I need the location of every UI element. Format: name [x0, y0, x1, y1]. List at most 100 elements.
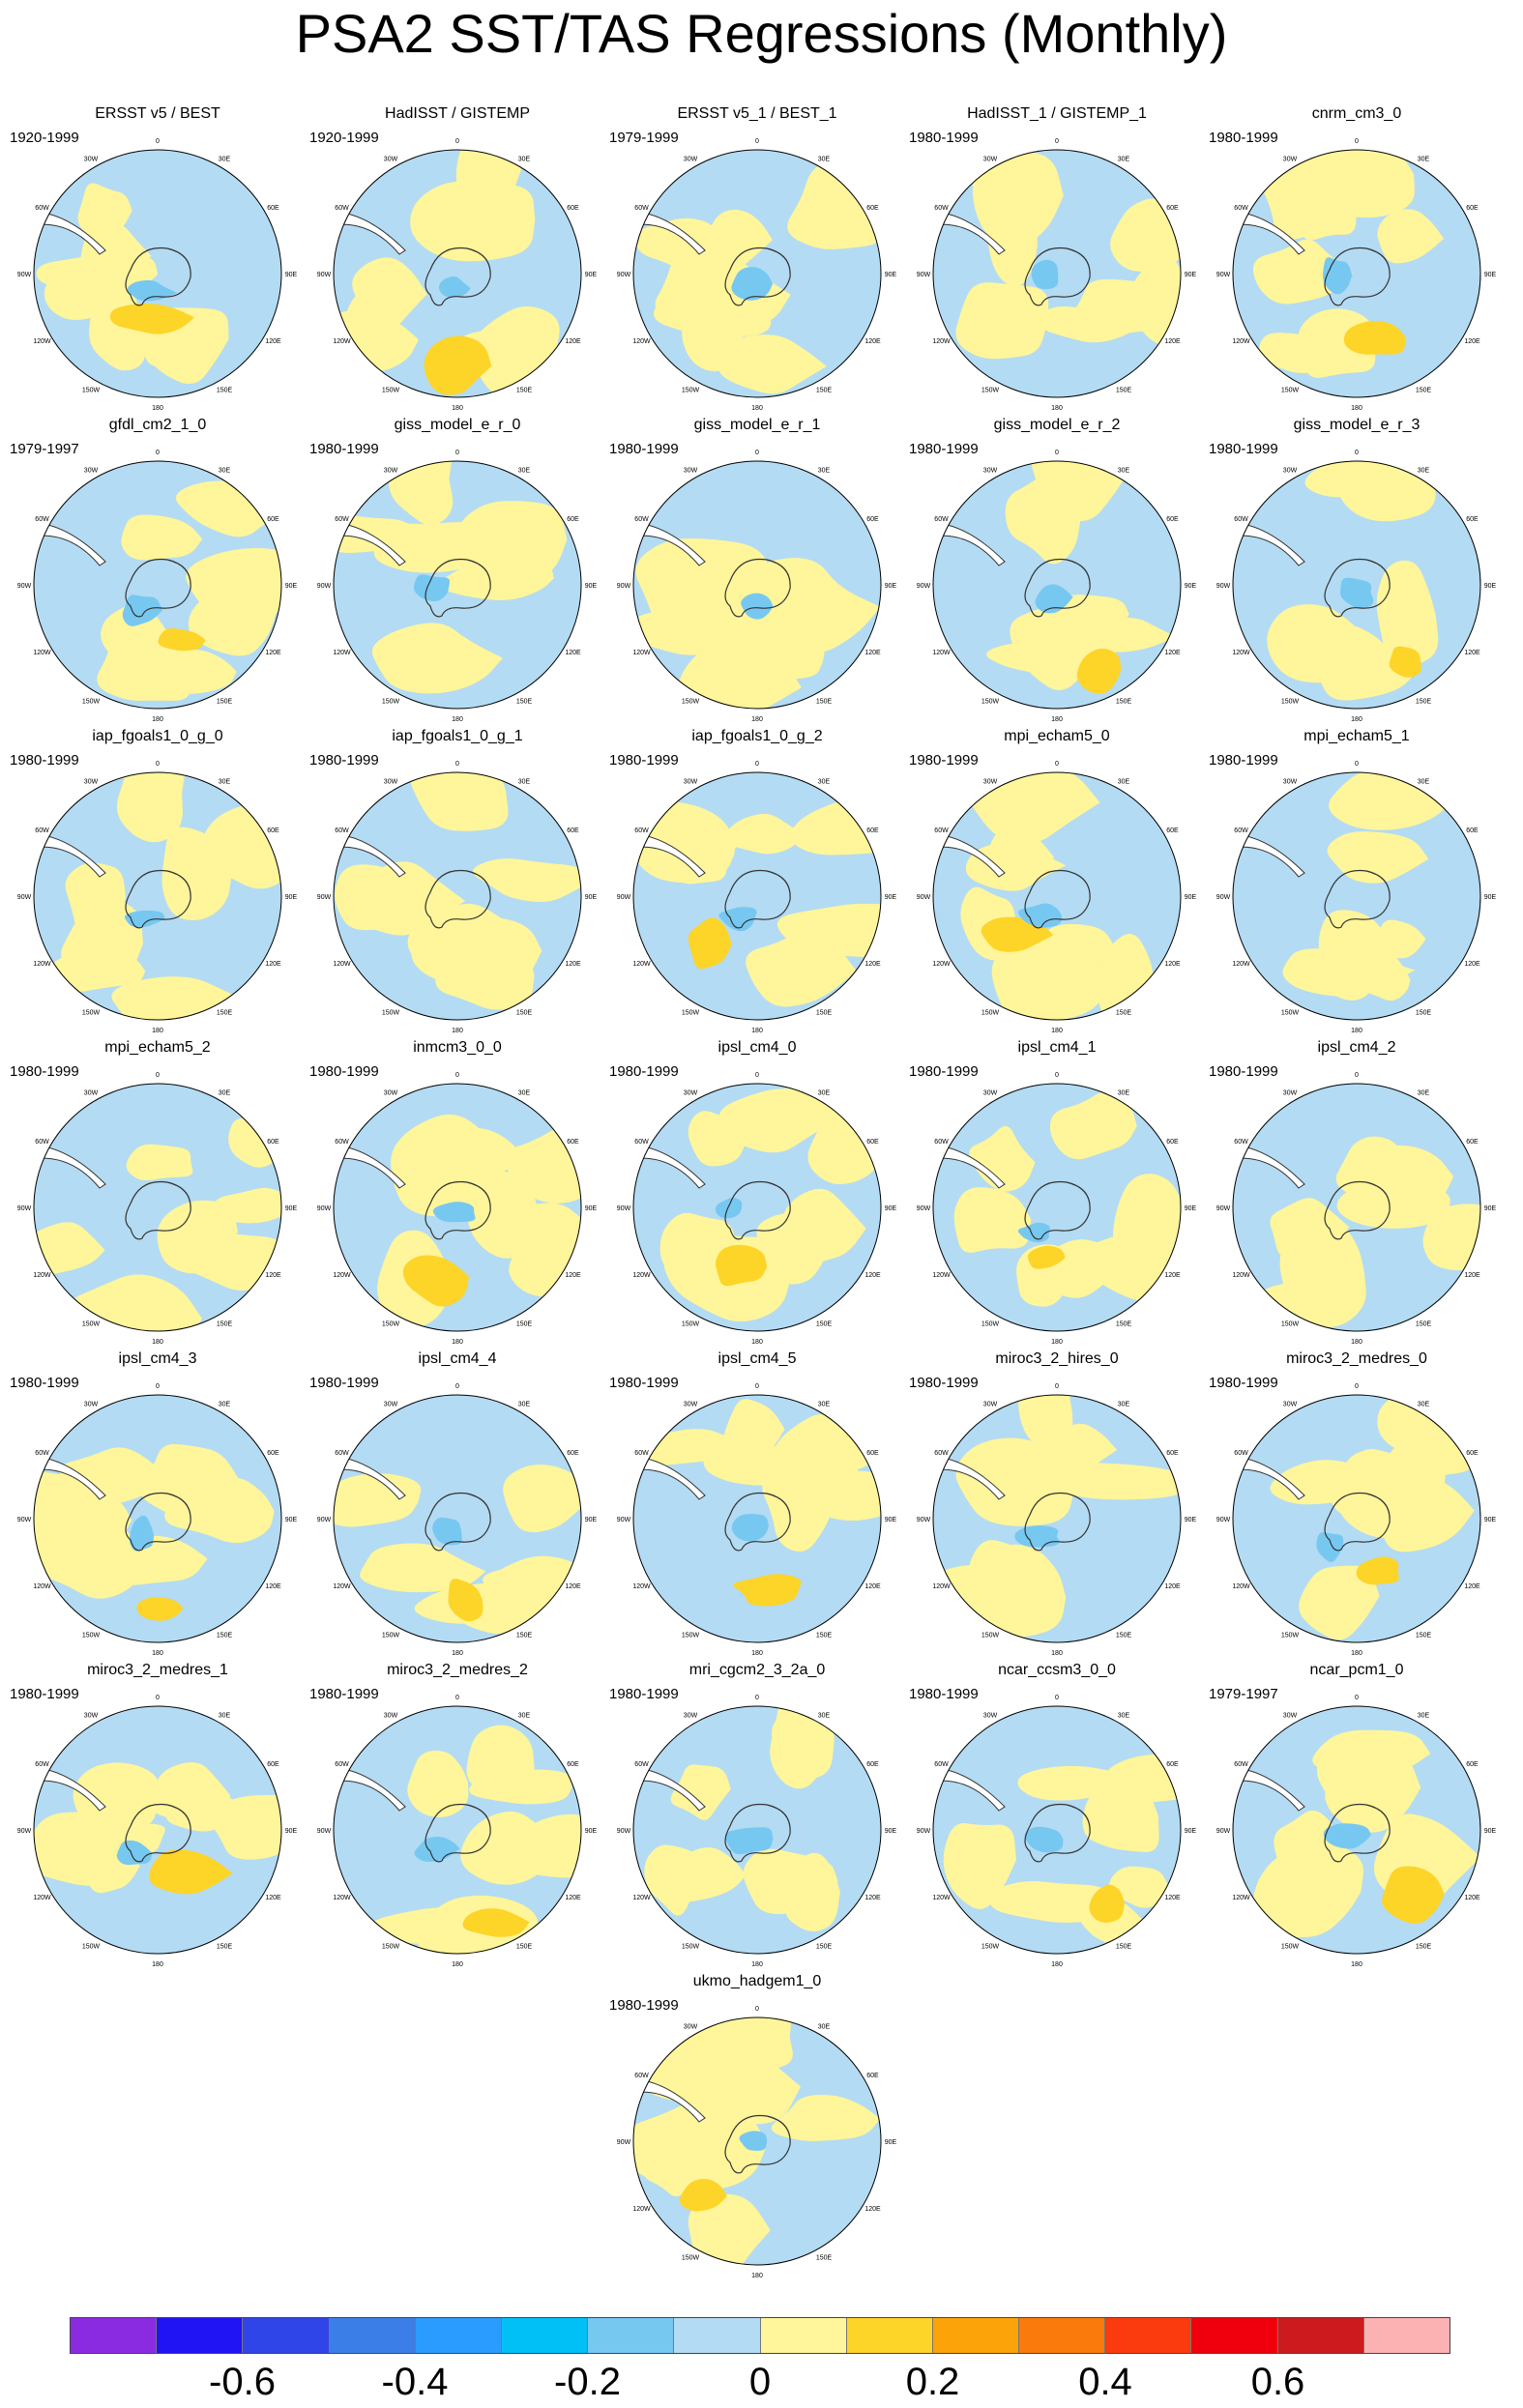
longitude-label: 120W	[333, 1272, 351, 1279]
map-border	[632, 149, 882, 398]
longitude-label: 60W	[934, 205, 949, 212]
longitude-label: 0	[455, 1383, 459, 1390]
longitude-label: 60W	[634, 205, 649, 212]
longitude-label: 90E	[285, 272, 298, 278]
longitude-label: 30E	[518, 468, 531, 475]
positive-anomaly-region	[431, 1127, 523, 1180]
positive-anomaly-region	[503, 1464, 581, 1533]
strong-negative-region	[438, 276, 471, 298]
positive-anomaly-region	[200, 803, 281, 889]
map-panel: ncar_pcm1_0 1979-1997 0 30E 60E 90E 120E 150E 18…	[1207, 1661, 1507, 1970]
longitude-label: 30W	[384, 779, 398, 786]
strong-positive-region	[448, 1579, 483, 1622]
longitude-label: 90W	[317, 272, 332, 278]
strong-positive-region	[1356, 1556, 1399, 1585]
strong-negative-region	[1316, 1532, 1344, 1562]
longitude-label: 180	[751, 1961, 763, 1968]
longitude-label: 120W	[932, 961, 951, 968]
longitude-label: 0	[755, 2006, 759, 2013]
positive-anomaly-region	[644, 1844, 699, 1916]
longitude-label: 150E	[816, 1944, 833, 1951]
longitude-label: 120W	[1232, 961, 1250, 968]
longitude-label: 90W	[617, 583, 631, 590]
longitude-label: 90E	[885, 1828, 897, 1835]
longitude-label: 120W	[632, 650, 651, 656]
strong-positive-region	[462, 1908, 530, 1937]
longitude-label: 180	[152, 716, 163, 723]
positive-anomaly-region	[988, 827, 1055, 886]
antarctica-coastline	[1324, 247, 1391, 306]
positive-anomaly-region	[141, 328, 200, 368]
longitude-label: 120E	[565, 961, 581, 968]
strong-positive-region	[1089, 1884, 1125, 1923]
positive-anomaly-region	[633, 822, 736, 870]
longitude-label: 90W	[1216, 1517, 1231, 1523]
longitude-label: 30E	[1418, 1090, 1430, 1097]
panel-period: 1980-1999	[10, 1686, 79, 1702]
longitude-label: 150E	[217, 388, 233, 394]
longitude-label: 120W	[1232, 338, 1250, 345]
longitude-label: 60E	[1166, 1450, 1179, 1457]
longitude-label: 120E	[1464, 961, 1480, 968]
longitude-label: 120E	[1464, 338, 1480, 345]
longitude-label: 90W	[17, 1205, 32, 1212]
longitude-label: 0	[156, 1072, 160, 1079]
longitude-label: 60E	[1466, 205, 1479, 212]
longitude-label: 30E	[818, 1090, 831, 1097]
polar-map: 0 30E 60E 90E 120E 150E 180 150W 120W 90W 60W 30W	[917, 138, 1197, 412]
positive-anomaly-region	[743, 1848, 838, 1915]
antarctica-coastline	[1324, 1492, 1391, 1552]
longitude-label: 150W	[82, 388, 101, 394]
map-border	[33, 771, 282, 1021]
longitude-label: 90W	[617, 894, 631, 901]
longitude-label: 120E	[864, 650, 881, 656]
map-border	[1232, 771, 1481, 1021]
longitude-label: 90E	[585, 272, 598, 278]
longitude-label: 150E	[816, 388, 833, 394]
strong-positive-region	[1382, 1866, 1445, 1924]
polar-map: 0 30E 60E 90E 120E 150E 180 150W 120W 90W 60W 30W	[17, 1072, 298, 1346]
positive-anomaly-region	[953, 1187, 1032, 1253]
panel-title: mpi_echam5_0	[1004, 728, 1110, 744]
antarctica-coastline	[125, 247, 191, 306]
positive-anomaly-region	[705, 209, 773, 268]
longitude-label: 120W	[333, 338, 351, 345]
longitude-label: 0	[1055, 138, 1059, 145]
longitude-label: 30W	[684, 1090, 698, 1097]
positive-anomaly-region	[407, 1750, 469, 1817]
longitude-label: 60E	[1466, 1761, 1479, 1768]
longitude-label: 90W	[17, 583, 32, 590]
longitude-label: 30E	[1418, 779, 1430, 786]
antarctica-coastline	[125, 558, 191, 618]
longitude-label: 150E	[516, 1010, 533, 1017]
positive-anomaly-region	[688, 1111, 747, 1167]
positive-anomaly-region	[455, 150, 521, 217]
longitude-label: 90W	[17, 1517, 32, 1523]
positive-anomaly-region	[955, 1437, 1075, 1526]
longitude-label: 90W	[617, 1205, 631, 1212]
panel-period: 1980-1999	[309, 441, 379, 457]
map-border	[333, 1705, 582, 1955]
strong-negative-region	[1340, 577, 1374, 609]
map-panel: inmcm3_0_0 1980-1999 0 30E 60E 90E 120E 150E 180…	[308, 1038, 607, 1348]
longitude-label: 90E	[1185, 583, 1197, 590]
panel-title: ipsl_cm4_3	[118, 1350, 197, 1367]
strong-positive-region	[688, 917, 732, 970]
panel-title: miroc3_2_hires_0	[995, 1350, 1119, 1367]
longitude-label: 120E	[1464, 1272, 1480, 1279]
longitude-label: 30W	[84, 468, 99, 475]
longitude-label: 150W	[1281, 388, 1300, 394]
longitude-label: 90E	[285, 894, 298, 901]
strong-positive-region	[136, 1597, 184, 1621]
strong-negative-region	[413, 574, 451, 602]
longitude-label: 90E	[1484, 1205, 1497, 1212]
panel-title: iap_fgoals1_0_g_1	[392, 728, 523, 744]
longitude-label: 90W	[17, 894, 32, 901]
antarctica-coastline	[1324, 869, 1391, 929]
panel-title: giss_model_e_r_1	[693, 417, 821, 433]
positive-anomaly-region	[44, 266, 132, 321]
positive-anomaly-region	[143, 1762, 231, 1827]
longitude-label: 30W	[84, 779, 99, 786]
longitude-label: 60E	[567, 1139, 579, 1146]
longitude-label: 30W	[983, 468, 998, 475]
